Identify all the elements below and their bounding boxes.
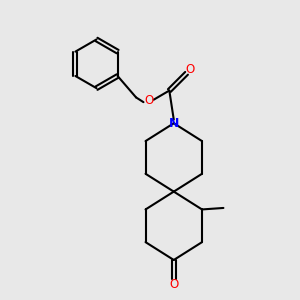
Text: O: O [144,94,153,107]
Text: N: N [169,117,179,130]
Text: O: O [169,278,178,291]
Text: O: O [186,63,195,76]
